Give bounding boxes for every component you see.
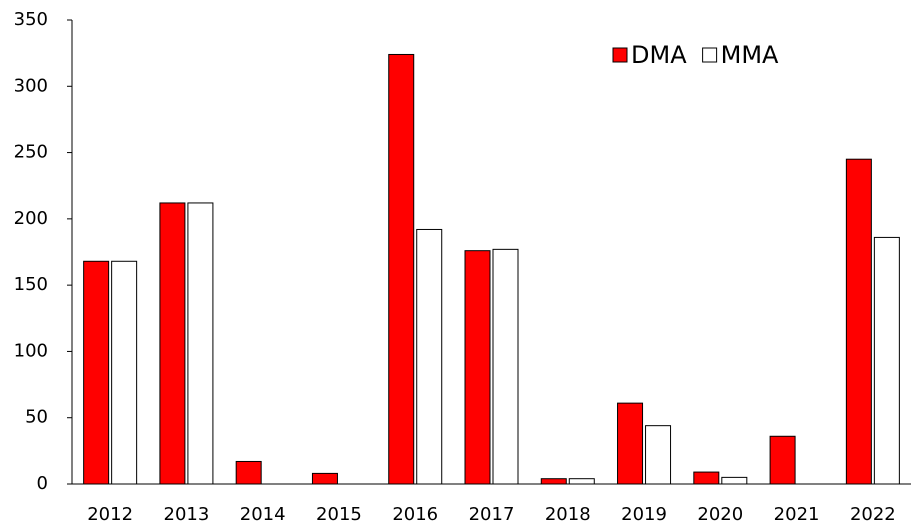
bar xyxy=(492,248,519,485)
x-tick-label: 2019 xyxy=(621,504,667,525)
bar xyxy=(111,260,138,485)
bar xyxy=(311,472,338,485)
x-tick-label: 2012 xyxy=(87,504,133,525)
bar xyxy=(721,476,748,485)
x-tick-label: 2014 xyxy=(240,504,286,525)
x-tick-label: 2017 xyxy=(469,504,515,525)
bar xyxy=(645,425,672,485)
bar xyxy=(416,228,443,485)
bar xyxy=(235,460,262,485)
x-tick-label: 2013 xyxy=(164,504,210,525)
y-tick-label: 150 xyxy=(14,274,48,295)
y-tick-label: 200 xyxy=(14,208,48,229)
y-tick-label: 0 xyxy=(37,473,48,494)
y-tick-label: 100 xyxy=(14,340,48,361)
bar xyxy=(568,478,595,485)
x-tick-label: 2021 xyxy=(774,504,820,525)
bar xyxy=(769,435,796,485)
legend-swatch xyxy=(612,47,628,63)
x-tick-label: 2015 xyxy=(316,504,362,525)
bar xyxy=(83,260,110,485)
x-tick-label: 2020 xyxy=(697,504,743,525)
y-tick-label: 300 xyxy=(14,75,48,96)
bar xyxy=(617,402,644,485)
legend-swatch xyxy=(702,47,718,63)
y-tick-label: 50 xyxy=(25,407,48,428)
y-tick-label: 350 xyxy=(14,9,48,30)
y-tick-label: 250 xyxy=(14,142,48,163)
bar xyxy=(845,158,872,485)
legend-label: MMA xyxy=(721,41,779,69)
bar xyxy=(693,471,720,485)
bar xyxy=(873,236,900,485)
x-tick-label: 2022 xyxy=(850,504,896,525)
bar xyxy=(159,202,186,485)
x-tick-label: 2018 xyxy=(545,504,591,525)
legend-label: DMA xyxy=(631,41,687,69)
bar xyxy=(187,202,214,485)
bar xyxy=(540,478,567,485)
bar xyxy=(464,250,491,485)
x-tick-label: 2016 xyxy=(392,504,438,525)
bar xyxy=(388,53,415,485)
